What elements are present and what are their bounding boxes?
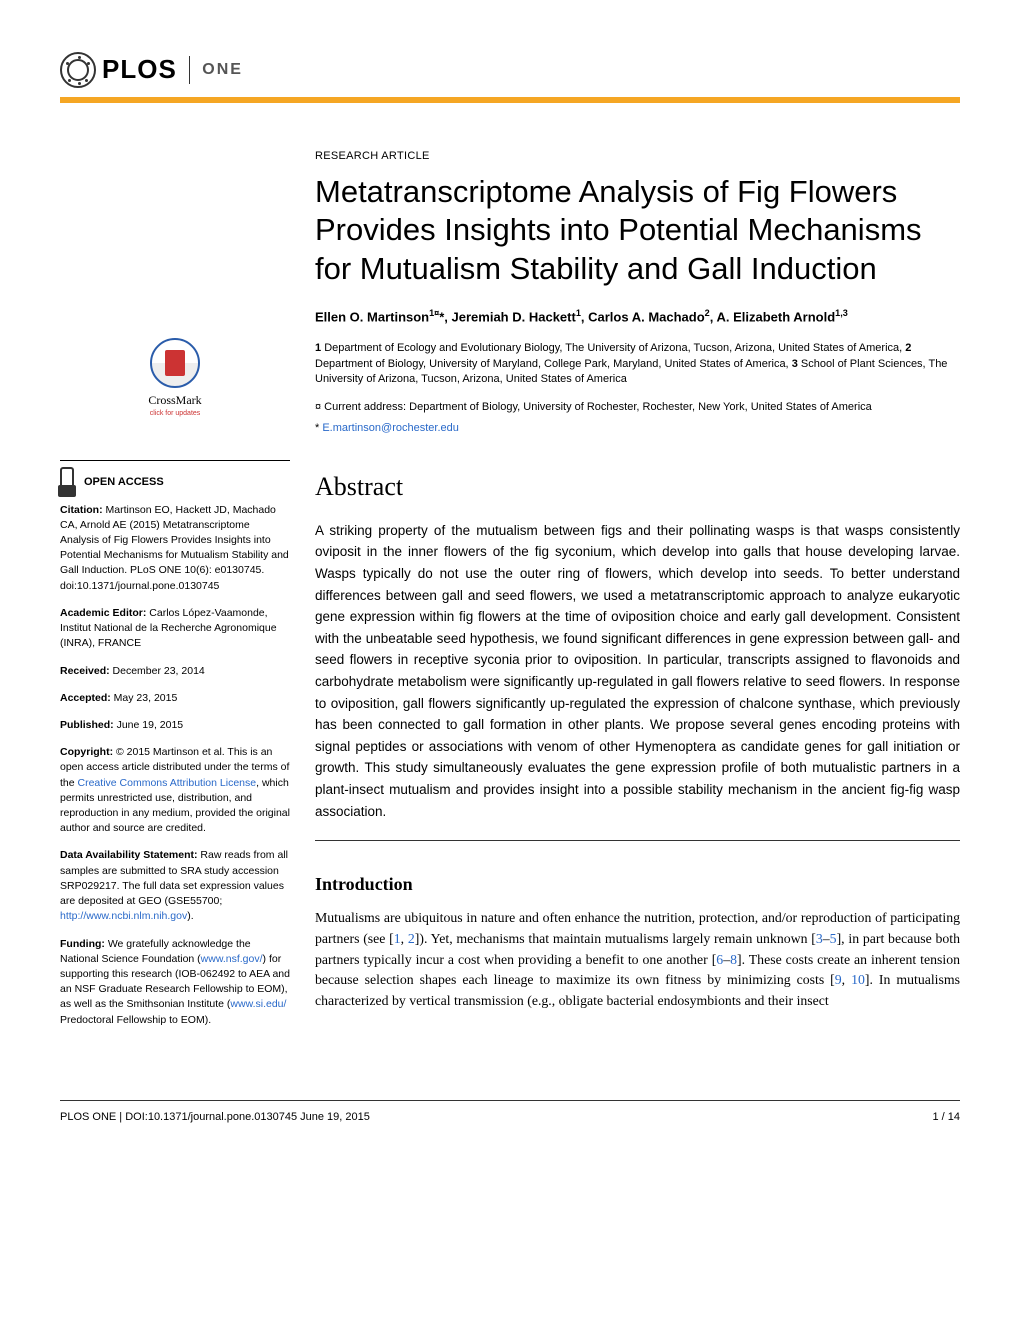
crossmark-badge[interactable]: CrossMark click for updates (60, 338, 290, 420)
affiliation-1: Department of Ecology and Evolutionary B… (324, 342, 902, 354)
main-grid: CrossMark click for updates OPEN ACCESS … (60, 148, 960, 1040)
funding-block: Funding: We gratefully acknowledge the N… (60, 937, 290, 1028)
aff-num-3: 3 (792, 358, 798, 370)
abstract-heading: Abstract (315, 467, 960, 506)
ref-3[interactable]: 3 (816, 931, 823, 946)
ref-2[interactable]: 2 (408, 931, 415, 946)
accepted-date: May 23, 2015 (111, 692, 178, 704)
header-accent-rule (60, 97, 960, 103)
citation-text: Martinson EO, Hackett JD, Machado CA, Ar… (60, 504, 289, 592)
geo-link[interactable]: http://www.ncbi.nlm.nih.gov (60, 910, 187, 922)
author-list: Ellen O. Martinson1¤*, Jeremiah D. Hacke… (315, 307, 960, 327)
plos-logo: PLOS ONE (60, 50, 243, 89)
introduction-paragraph: Mutualisms are ubiquitous in nature and … (315, 908, 960, 1011)
footer-page-number: 1 / 14 (932, 1109, 960, 1126)
section-divider (315, 840, 960, 841)
open-access-badge: OPEN ACCESS (60, 473, 290, 493)
cc-license-link[interactable]: Creative Commons Attribution License (78, 777, 257, 789)
ref-5[interactable]: 5 (830, 931, 837, 946)
brand-divider (189, 56, 191, 84)
received-date: December 23, 2014 (110, 665, 205, 677)
editor-label: Academic Editor: (60, 607, 146, 619)
crossmark-icon (150, 338, 200, 388)
ref-1[interactable]: 1 (394, 931, 401, 946)
current-address: ¤ Current address: Department of Biology… (315, 400, 960, 416)
journal-header: PLOS ONE (60, 50, 960, 89)
correspondence-email[interactable]: E.martinson@rochester.edu (322, 422, 459, 434)
copyright-block: Copyright: © 2015 Martinson et al. This … (60, 745, 290, 836)
data-availability-block: Data Availability Statement: Raw reads f… (60, 848, 290, 924)
introduction-heading: Introduction (315, 871, 960, 898)
footer-left: PLOS ONE | DOI:10.1371/journal.pone.0130… (60, 1109, 370, 1126)
crossmark-title: CrossMark (60, 392, 290, 409)
funding-label: Funding: (60, 938, 105, 950)
editor-block: Academic Editor: Carlos López-Vaamonde, … (60, 606, 290, 652)
abstract-text: A striking property of the mutualism bet… (315, 520, 960, 822)
aff-num-1: 1 (315, 342, 321, 354)
citation-label: Citation: (60, 504, 103, 516)
nsf-link[interactable]: www.nsf.gov/ (201, 953, 263, 965)
affiliation-list: 1 Department of Ecology and Evolutionary… (315, 341, 960, 389)
open-access-label: OPEN ACCESS (84, 475, 164, 491)
published-block: Published: June 19, 2015 (60, 718, 290, 733)
sidebar-rule (60, 460, 290, 461)
data-post: ). (187, 910, 193, 922)
received-label: Received: (60, 665, 110, 677)
ref-9[interactable]: 9 (835, 972, 842, 987)
lock-open-icon (60, 467, 78, 493)
accepted-block: Accepted: May 23, 2015 (60, 691, 290, 706)
article-title: Metatranscriptome Analysis of Fig Flower… (315, 173, 960, 289)
data-label: Data Availability Statement: (60, 849, 198, 861)
page-container: PLOS ONE CrossMark click for updates OPE… (0, 0, 1020, 1165)
page-footer: PLOS ONE | DOI:10.1371/journal.pone.0130… (60, 1100, 960, 1126)
intro-text-2: ]). Yet, mechanisms that maintain mutual… (415, 931, 816, 946)
copyright-label: Copyright: (60, 746, 113, 758)
published-date: June 19, 2015 (114, 719, 183, 731)
article-main: RESEARCH ARTICLE Metatranscriptome Analy… (315, 148, 960, 1040)
affiliation-2: Department of Biology, University of Mar… (315, 358, 789, 370)
ref-10[interactable]: 10 (851, 972, 865, 987)
published-label: Published: (60, 719, 114, 731)
correspondence: * E.martinson@rochester.edu (315, 420, 960, 437)
plos-brand-text: PLOS (102, 50, 177, 89)
correspondence-mark: * (315, 422, 319, 434)
article-type: RESEARCH ARTICLE (315, 148, 960, 165)
aff-num-2: 2 (905, 342, 911, 354)
ref-6[interactable]: 6 (716, 952, 723, 967)
si-link[interactable]: www.si.edu/ (230, 998, 286, 1010)
crossmark-subtitle: click for updates (60, 409, 290, 419)
funding-post: Predoctoral Fellowship to EOM). (60, 1014, 211, 1026)
accepted-label: Accepted: (60, 692, 111, 704)
received-block: Received: December 23, 2014 (60, 664, 290, 679)
citation-block: Citation: Martinson EO, Hackett JD, Mach… (60, 503, 290, 594)
sidebar: CrossMark click for updates OPEN ACCESS … (60, 148, 290, 1040)
plos-logo-icon (60, 52, 96, 88)
ref-8[interactable]: 8 (730, 952, 737, 967)
plos-one-text: ONE (202, 58, 243, 82)
